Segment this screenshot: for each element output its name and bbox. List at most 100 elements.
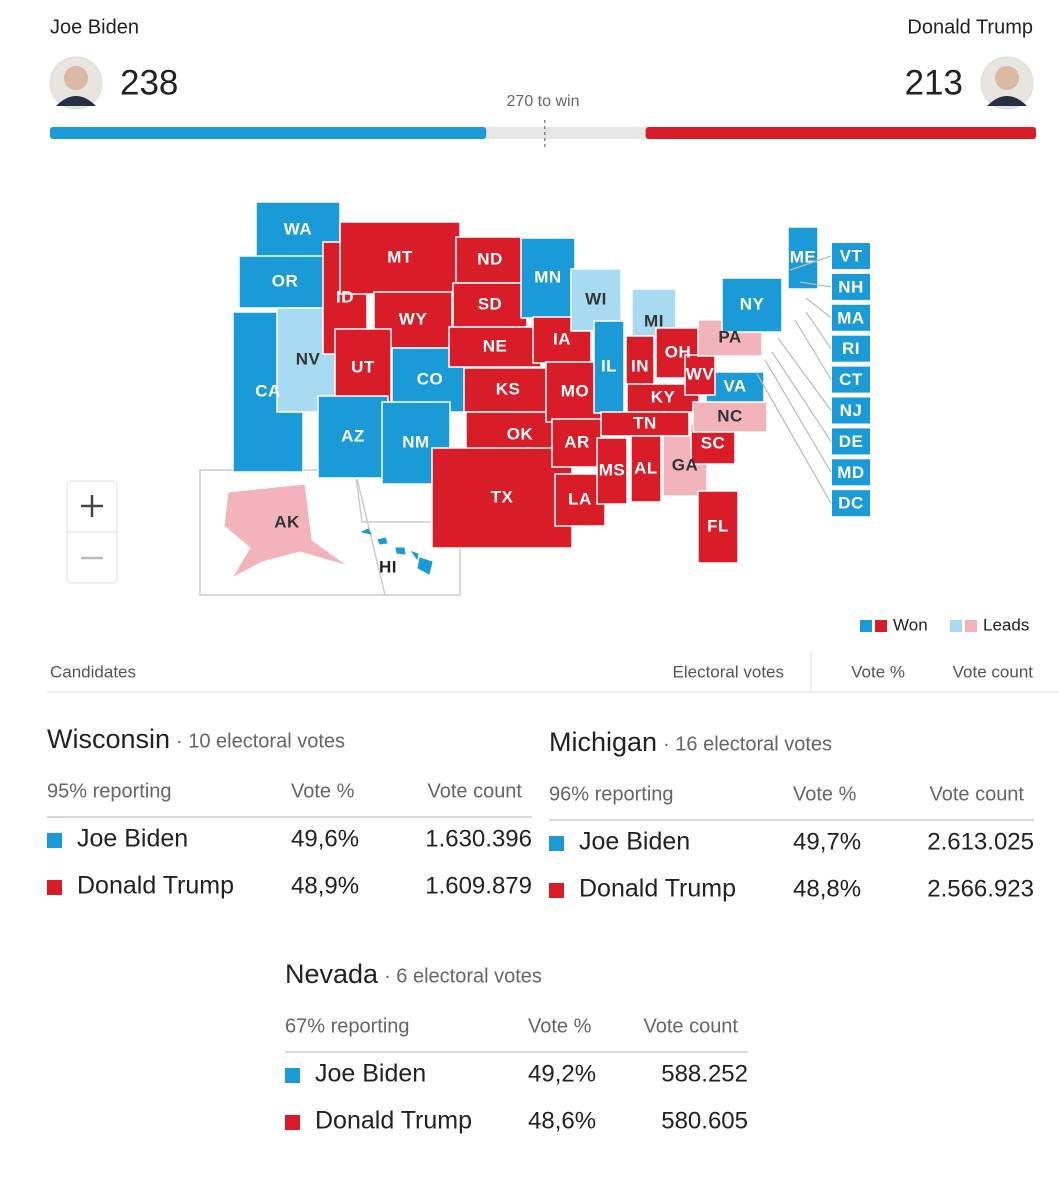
race-state: Wisconsin — [47, 724, 170, 754]
state-box — [832, 428, 870, 455]
state-shapes — [232, 201, 819, 564]
state-label: MN — [534, 267, 561, 286]
leader-line — [789, 255, 832, 271]
legend-label: Leads — [983, 615, 1029, 634]
state — [238, 255, 332, 309]
state — [787, 226, 819, 290]
state-label: MS — [599, 460, 626, 479]
state-label: IL — [601, 356, 617, 375]
legend-swatch — [860, 620, 872, 632]
leader-line — [771, 351, 832, 442]
candidate-swatch — [47, 833, 62, 848]
state-label: NH — [838, 277, 864, 296]
state-label: RI — [842, 339, 860, 358]
table-header: Vote % — [851, 662, 905, 681]
race-reporting: 67% reporting — [285, 1015, 410, 1037]
state-label: KS — [496, 379, 521, 398]
candidate-name: Donald Trump — [579, 875, 736, 903]
candidate-name: Donald Trump — [907, 16, 1033, 38]
photo-suit — [56, 96, 96, 106]
state-label: NJ — [840, 401, 863, 420]
state-label: TX — [491, 487, 514, 506]
state-box — [832, 243, 870, 269]
photo-head — [64, 66, 88, 90]
state-label: IN — [631, 356, 649, 375]
state — [630, 435, 662, 503]
state-box — [832, 490, 870, 517]
candidate-name: Joe Biden — [579, 828, 690, 856]
state-label: DE — [839, 432, 864, 451]
candidate-name: Joe Biden — [50, 16, 139, 38]
vote-percent: 48,8% — [793, 875, 861, 902]
state-label: TN — [633, 413, 657, 432]
state-label: IA — [553, 329, 571, 348]
state-label: HI — [379, 557, 397, 576]
state-label: LA — [568, 489, 592, 508]
photo-head — [995, 66, 1019, 90]
state-label: SD — [478, 294, 503, 313]
vote-percent: 48,6% — [528, 1107, 596, 1134]
electoral-votes: 238 — [120, 63, 178, 102]
state-box — [832, 273, 870, 300]
race-column: Vote % — [528, 1015, 592, 1037]
vote-count: 580.605 — [661, 1107, 748, 1134]
state — [339, 221, 461, 295]
race-column: Vote % — [793, 783, 857, 805]
state-label: GA — [672, 455, 699, 474]
state-label: NC — [717, 406, 743, 425]
zoom-in[interactable] — [81, 495, 103, 517]
state-label: MD — [837, 463, 864, 482]
state — [360, 528, 433, 575]
state-label: UT — [351, 357, 375, 376]
state — [721, 277, 783, 333]
state — [223, 483, 349, 580]
race-electoral: · 16 electoral votes — [663, 733, 832, 755]
state-label: OK — [507, 424, 534, 443]
state-label: PA — [718, 327, 741, 346]
state-label: NY — [740, 294, 765, 313]
leader-line — [764, 359, 832, 473]
leader-line — [799, 281, 832, 288]
state-label: NM — [402, 432, 429, 451]
state-box — [832, 397, 870, 424]
candidate-swatch — [285, 1068, 300, 1083]
state-label: CA — [255, 381, 281, 400]
state-box — [832, 304, 870, 331]
vote-count: 588.252 — [661, 1060, 748, 1087]
race-card: Wisconsin · 10 electoral votes 95% reporti… — [47, 724, 532, 900]
state-label: SC — [701, 433, 726, 452]
leader-line — [794, 319, 832, 380]
table-header: Candidates — [50, 662, 136, 681]
race-column: Vote count — [929, 783, 1024, 805]
state-label: VA — [723, 376, 746, 395]
candidate-swatch — [47, 880, 62, 895]
race-reporting: 95% reporting — [47, 780, 172, 802]
vote-count: 1.630.396 — [425, 825, 532, 852]
zoom-control[interactable] — [66, 480, 118, 584]
race-card: Nevada · 6 electoral votes 67% reporting Vo… — [285, 959, 748, 1135]
state-label: NE — [483, 336, 508, 355]
state-label: MA — [837, 308, 864, 327]
state — [600, 411, 690, 437]
state-label: WA — [284, 219, 312, 238]
legend-swatch — [950, 620, 962, 632]
state-box — [832, 459, 870, 486]
state-label: ND — [477, 249, 503, 268]
state-label: AZ — [341, 426, 365, 445]
state-label: KY — [651, 387, 676, 406]
state — [452, 282, 528, 328]
state-label: AK — [274, 512, 300, 531]
state-label: VT — [840, 246, 863, 265]
candidate-name: Donald Trump — [315, 1107, 472, 1135]
state — [697, 490, 739, 564]
leader-line — [805, 311, 832, 350]
state-box — [832, 366, 870, 393]
race-column: Vote count — [643, 1015, 738, 1037]
state — [431, 447, 573, 549]
candidate-swatch — [549, 836, 564, 851]
state-label: OH — [665, 342, 692, 361]
candidate-name: Donald Trump — [77, 872, 234, 900]
vote-percent: 49,2% — [528, 1060, 596, 1087]
state — [334, 328, 392, 408]
